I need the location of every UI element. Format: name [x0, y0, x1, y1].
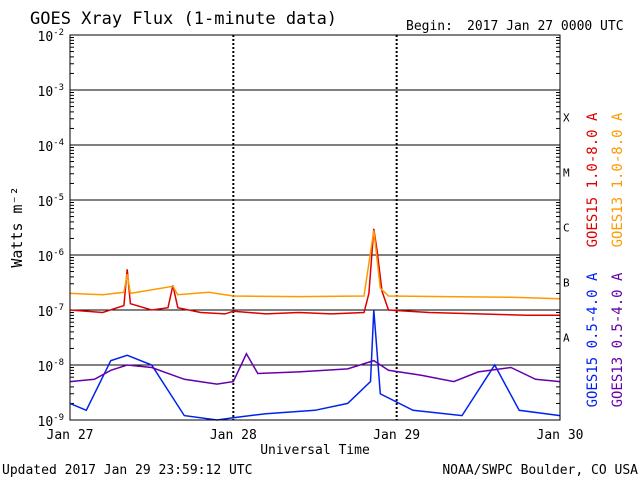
flare-class-label: A [563, 332, 570, 345]
y-tick-exponent: -4 [53, 138, 64, 148]
flare-class-label: X [563, 112, 570, 125]
credit-text: NOAA/SWPC Boulder, CO USA [442, 463, 638, 478]
y-tick-label: 10-5 [38, 193, 65, 210]
x-tick-labels: Jan 27 Jan 28 Jan 29 Jan 30 [47, 428, 584, 443]
y-tick-exponent: -8 [53, 358, 64, 368]
legend-entry: GOES13 1.0-8.0 A [610, 112, 626, 247]
y-tick-base: 10 [38, 140, 54, 155]
flare-class-label: C [563, 222, 570, 235]
y-tick-base: 10 [38, 30, 54, 45]
legend-entry: GOES15 0.5-4.0 A [585, 272, 601, 407]
x-tick-label: Jan 27 [47, 428, 94, 443]
chart-title: GOES Xray Flux (1-minute data) [30, 9, 337, 29]
y-tick-label: 10-2 [38, 28, 65, 45]
y-tick-exponent: -5 [53, 193, 64, 203]
y-tick-base: 10 [38, 195, 54, 210]
y-tick-label: 10-7 [38, 303, 65, 320]
y-tick-base: 10 [38, 415, 54, 430]
legend: GOES15 1.0-8.0 A GOES13 1.0-8.0 A GOES15 0… [585, 112, 626, 407]
y-tick-label: 10-9 [38, 413, 65, 430]
updated-text: Updated 2017 Jan 29 23:59:12 UTC [2, 463, 252, 478]
series-layer [69, 228, 561, 421]
begin-value: 2017 Jan 27 0000 UTC [467, 19, 624, 34]
x-tick-label: Jan 29 [373, 428, 420, 443]
y-tick-exponent: -6 [53, 248, 64, 258]
flare-class-labels: X M C B A [563, 112, 570, 345]
x-tick-label: Jan 30 [537, 428, 584, 443]
legend-entry: GOES13 0.5-4.0 A [610, 272, 626, 407]
begin-label: Begin: [406, 19, 453, 34]
y-tick-label: 10-4 [38, 138, 65, 155]
series-line [69, 352, 561, 385]
y-tick-exponent: -7 [53, 303, 64, 313]
y-tick-label: 10-6 [38, 248, 65, 265]
flare-class-label: B [563, 277, 570, 290]
x-tick-label: Jan 28 [210, 428, 257, 443]
y-tick-base: 10 [38, 85, 54, 100]
y-tick-base: 10 [38, 250, 54, 265]
flare-class-label: M [563, 167, 570, 180]
y-tick-base: 10 [38, 305, 54, 320]
y-axis-label: Watts m⁻² [8, 186, 26, 267]
series-line [69, 230, 561, 300]
series-line [69, 309, 561, 421]
series-line [69, 228, 560, 317]
x-axis-label: Universal Time [260, 443, 370, 458]
plot-frame [69, 34, 561, 421]
legend-entry: GOES15 1.0-8.0 A [585, 112, 601, 247]
y-tick-exponent: -9 [53, 413, 64, 423]
y-tick-exponent: -2 [53, 28, 64, 38]
y-tick-base: 10 [38, 360, 54, 375]
y-tick-labels: 10-210-310-410-510-610-710-810-9 [38, 28, 65, 430]
y-tick-exponent: -3 [53, 83, 64, 93]
y-tick-label: 10-8 [38, 358, 65, 375]
y-tick-label: 10-3 [38, 83, 65, 100]
